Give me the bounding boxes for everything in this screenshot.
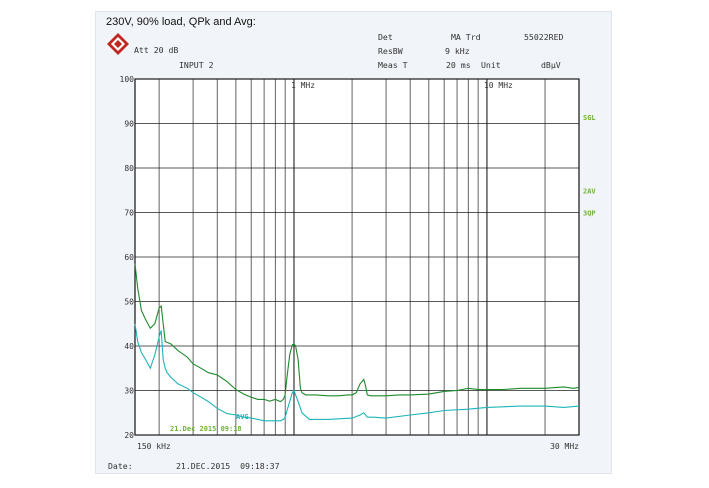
avg-tag-label: AVG <box>236 413 249 421</box>
trace-id-label: 3QP <box>583 210 596 218</box>
y-tick-label: 40 <box>124 342 134 351</box>
resbw-label: ResBW <box>378 46 403 56</box>
unit-label: Unit <box>481 60 501 70</box>
date-label: Date: <box>108 461 133 471</box>
avg-trace <box>134 323 580 422</box>
rohde-schwarz-logo-icon <box>107 33 129 55</box>
y-tick-label: 60 <box>124 253 134 262</box>
unit-value: dBµV <box>541 60 561 70</box>
y-tick-label: 70 <box>124 209 134 218</box>
y-tick-label: 100 <box>120 75 135 84</box>
x-marker-label: 1 MHz <box>291 81 315 90</box>
trace-layer <box>134 263 580 422</box>
y-tick-label: 20 <box>124 431 134 440</box>
grid-layer <box>134 78 580 436</box>
resbw-value: 9 kHz <box>445 46 470 56</box>
y-tick-label: 80 <box>124 164 134 173</box>
qp-trace <box>134 263 580 403</box>
x-start-label: 150 kHz <box>137 442 171 451</box>
date-value: 21.DEC.2015 09:18:37 <box>176 461 280 471</box>
y-tick-label: 50 <box>124 298 134 307</box>
y-tick-label: 90 <box>124 120 134 129</box>
timestamp-label: 21.Dec 2015 09:18 <box>170 425 242 433</box>
figure-caption: 230V, 90% load, QPk and Avg: <box>106 16 256 28</box>
ref-code: 55022RED <box>524 32 564 42</box>
x-stop-label: 30 MHz <box>550 442 579 451</box>
det-label: Det <box>378 32 393 42</box>
meas-time-label: Meas T <box>378 60 408 70</box>
trace-id-label: 2AV <box>583 187 596 195</box>
det-value: MA Trd <box>451 32 481 42</box>
attenuation-readout: Att 20 dB <box>134 45 179 55</box>
meas-time-value: 20 ms <box>446 60 471 70</box>
x-marker-label: 10 MHz <box>484 81 513 90</box>
y-tick-label: 30 <box>124 387 134 396</box>
input-label: INPUT 2 <box>179 60 214 70</box>
trace-id-label: SGL <box>583 114 596 122</box>
label-layer: 20 30 40 50 60 70 80 90 100 1 MHz 10 MHz SGL 2AV 3QP 2… <box>120 75 597 451</box>
